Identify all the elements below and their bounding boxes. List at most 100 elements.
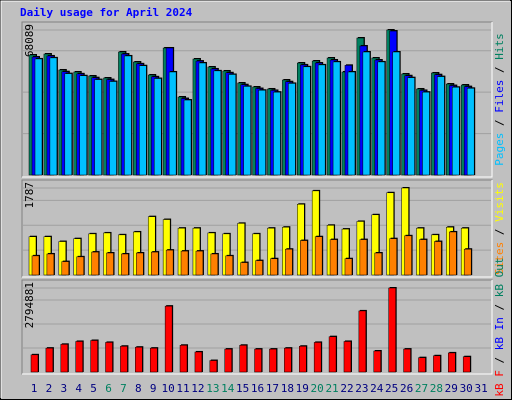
bar — [180, 250, 189, 276]
legend-entry: Pages — [493, 133, 506, 166]
bar — [433, 355, 441, 373]
x-tick-label: 26 — [400, 382, 413, 395]
bar — [392, 51, 400, 176]
bar — [448, 352, 456, 373]
bar — [407, 77, 415, 176]
bar — [303, 66, 311, 176]
bar — [149, 347, 158, 373]
x-tick-label: 22 — [340, 382, 353, 395]
x-tick-label: 16 — [251, 382, 264, 395]
bar — [299, 345, 307, 373]
bar — [228, 74, 236, 176]
y-tick-label: 1787 — [23, 182, 36, 209]
x-tick-label: 4 — [75, 382, 82, 395]
bar — [389, 238, 397, 276]
bar — [404, 235, 412, 276]
bar — [109, 81, 117, 176]
y-tick-label: 2794881 — [23, 282, 36, 328]
bar — [31, 255, 40, 276]
bar — [91, 251, 99, 276]
legend-separator: / — [493, 350, 506, 370]
legend-separator: / — [493, 297, 506, 317]
bar — [239, 345, 247, 373]
x-tick-label: 18 — [281, 382, 294, 395]
legend-separator: / — [493, 113, 506, 133]
chart-title: Daily usage for April 2024 — [20, 6, 193, 19]
bar — [165, 249, 174, 276]
bar — [313, 342, 322, 373]
x-tick-label: 15 — [236, 382, 249, 395]
bar — [300, 240, 308, 276]
bar — [106, 252, 114, 276]
x-tick-label: 1 — [31, 382, 38, 395]
bar — [373, 350, 382, 373]
bar — [254, 348, 262, 373]
x-tick-label: 13 — [206, 382, 219, 395]
legend-entry: kB In — [493, 317, 506, 350]
bar — [258, 89, 266, 176]
bar — [434, 241, 442, 276]
bar — [213, 70, 222, 176]
x-tick-label: 21 — [325, 382, 338, 395]
y-tick-label: 68089 — [23, 24, 36, 57]
bar — [46, 253, 55, 276]
bar — [94, 79, 102, 176]
x-tick-label: 2 — [46, 382, 53, 395]
bar — [60, 344, 69, 373]
bar — [198, 62, 207, 176]
bar — [243, 86, 251, 176]
bar — [449, 231, 457, 276]
bar — [358, 310, 367, 373]
x-tick-label: 11 — [176, 382, 189, 395]
bar — [45, 347, 54, 373]
bar — [90, 340, 98, 373]
legend-entry: kB Out — [493, 257, 506, 297]
bar — [388, 287, 396, 373]
legend: Sites / Visits — [493, 182, 506, 275]
bar — [124, 55, 132, 176]
legend-entry: Hits — [493, 33, 506, 60]
plot-bevel — [22, 22, 493, 178]
bar — [462, 356, 471, 373]
bar — [105, 342, 113, 373]
bar — [362, 51, 371, 176]
x-tick-label: 31 — [474, 382, 487, 395]
bar — [76, 256, 84, 276]
plot-bevel — [22, 180, 493, 278]
x-tick-label: 7 — [120, 382, 127, 395]
bar — [422, 91, 430, 176]
legend: Pages / Files / Hits — [493, 33, 506, 166]
bar — [270, 258, 278, 276]
bar — [195, 250, 204, 276]
bar — [418, 357, 426, 373]
bar — [317, 64, 326, 176]
bar — [359, 239, 368, 276]
bar — [150, 251, 159, 276]
bar — [344, 258, 353, 276]
x-tick-label: 29 — [445, 382, 458, 395]
bar — [210, 253, 219, 276]
x-tick-label: 8 — [135, 382, 142, 395]
x-tick-label: 30 — [460, 382, 473, 395]
bar — [255, 260, 263, 276]
bar — [136, 252, 144, 276]
bar — [452, 87, 460, 176]
bar — [183, 99, 192, 176]
bar — [343, 341, 352, 373]
bar — [466, 88, 475, 176]
x-tick-label: 14 — [221, 382, 235, 395]
bar — [61, 261, 70, 276]
bar — [419, 239, 427, 276]
bar — [374, 252, 383, 276]
bar — [120, 345, 128, 373]
x-tick-label: 10 — [162, 382, 175, 395]
bar — [403, 348, 411, 373]
x-tick-label: 19 — [296, 382, 309, 395]
bar — [328, 336, 337, 373]
legend-entry: kB F — [493, 370, 506, 397]
bar — [273, 91, 281, 176]
bar — [285, 248, 293, 276]
bar — [179, 345, 188, 373]
bar — [64, 73, 73, 176]
